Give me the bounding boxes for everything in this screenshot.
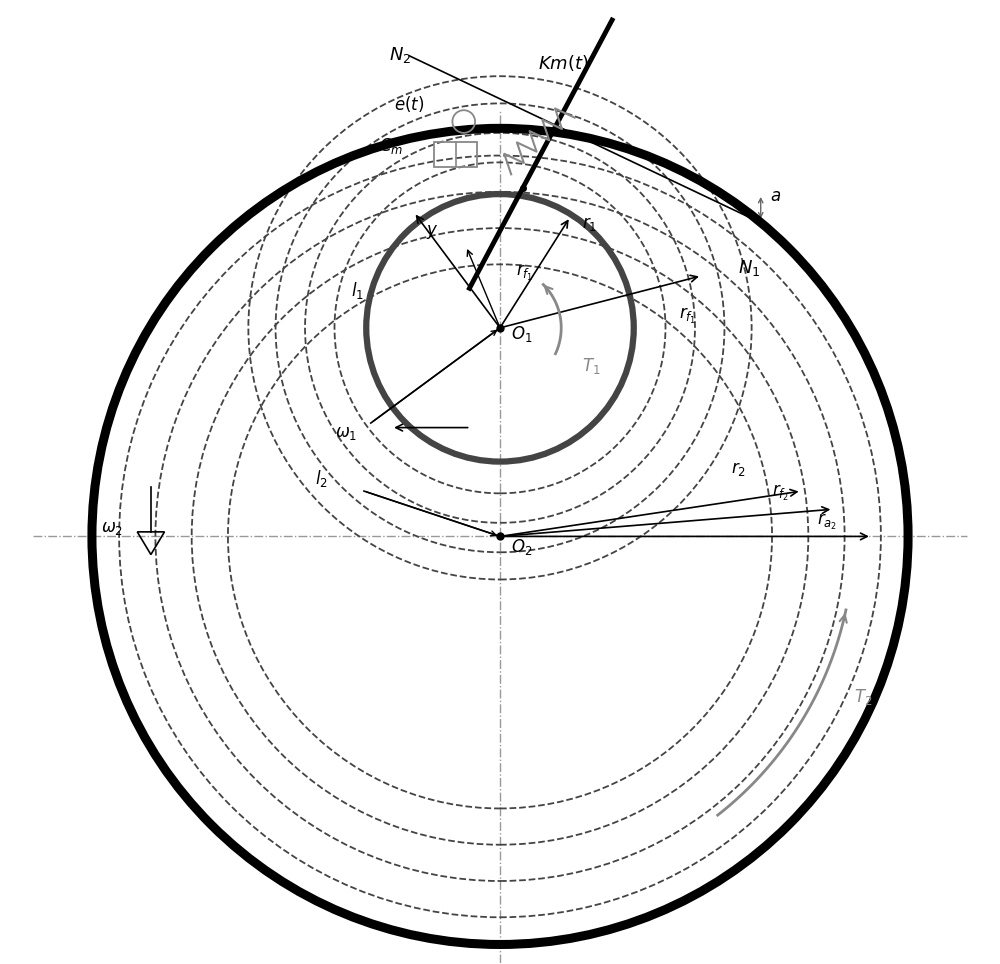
- Text: $r_{a_2}$: $r_{a_2}$: [817, 512, 838, 532]
- Text: $N_2$: $N_2$: [389, 45, 411, 66]
- Text: $r_2$: $r_2$: [731, 460, 746, 478]
- Text: $T_1$: $T_1$: [582, 356, 600, 376]
- Text: $T_2$: $T_2$: [854, 687, 872, 707]
- Text: $\omega_2$: $\omega_2$: [101, 519, 123, 537]
- Text: $r_{f_1}$: $r_{f_1}$: [679, 306, 696, 326]
- Text: $r_{f_2}$: $r_{f_2}$: [772, 483, 789, 502]
- Text: $y$: $y$: [426, 223, 439, 241]
- Text: $l_1$: $l_1$: [351, 281, 364, 301]
- Text: $O_1$: $O_1$: [511, 324, 533, 344]
- Text: $C_m$: $C_m$: [379, 136, 403, 156]
- Text: $e(t)$: $e(t)$: [394, 94, 424, 114]
- Text: $l_2$: $l_2$: [315, 469, 328, 490]
- Text: $Km(t)$: $Km(t)$: [538, 53, 589, 73]
- Text: $\omega_1$: $\omega_1$: [335, 423, 357, 442]
- Text: $r_{f_1}$: $r_{f_1}$: [516, 263, 533, 282]
- Text: $a$: $a$: [770, 187, 781, 205]
- Text: $O_2$: $O_2$: [511, 537, 533, 557]
- Text: $r_1$: $r_1$: [582, 215, 597, 233]
- Text: $N_1$: $N_1$: [738, 258, 760, 279]
